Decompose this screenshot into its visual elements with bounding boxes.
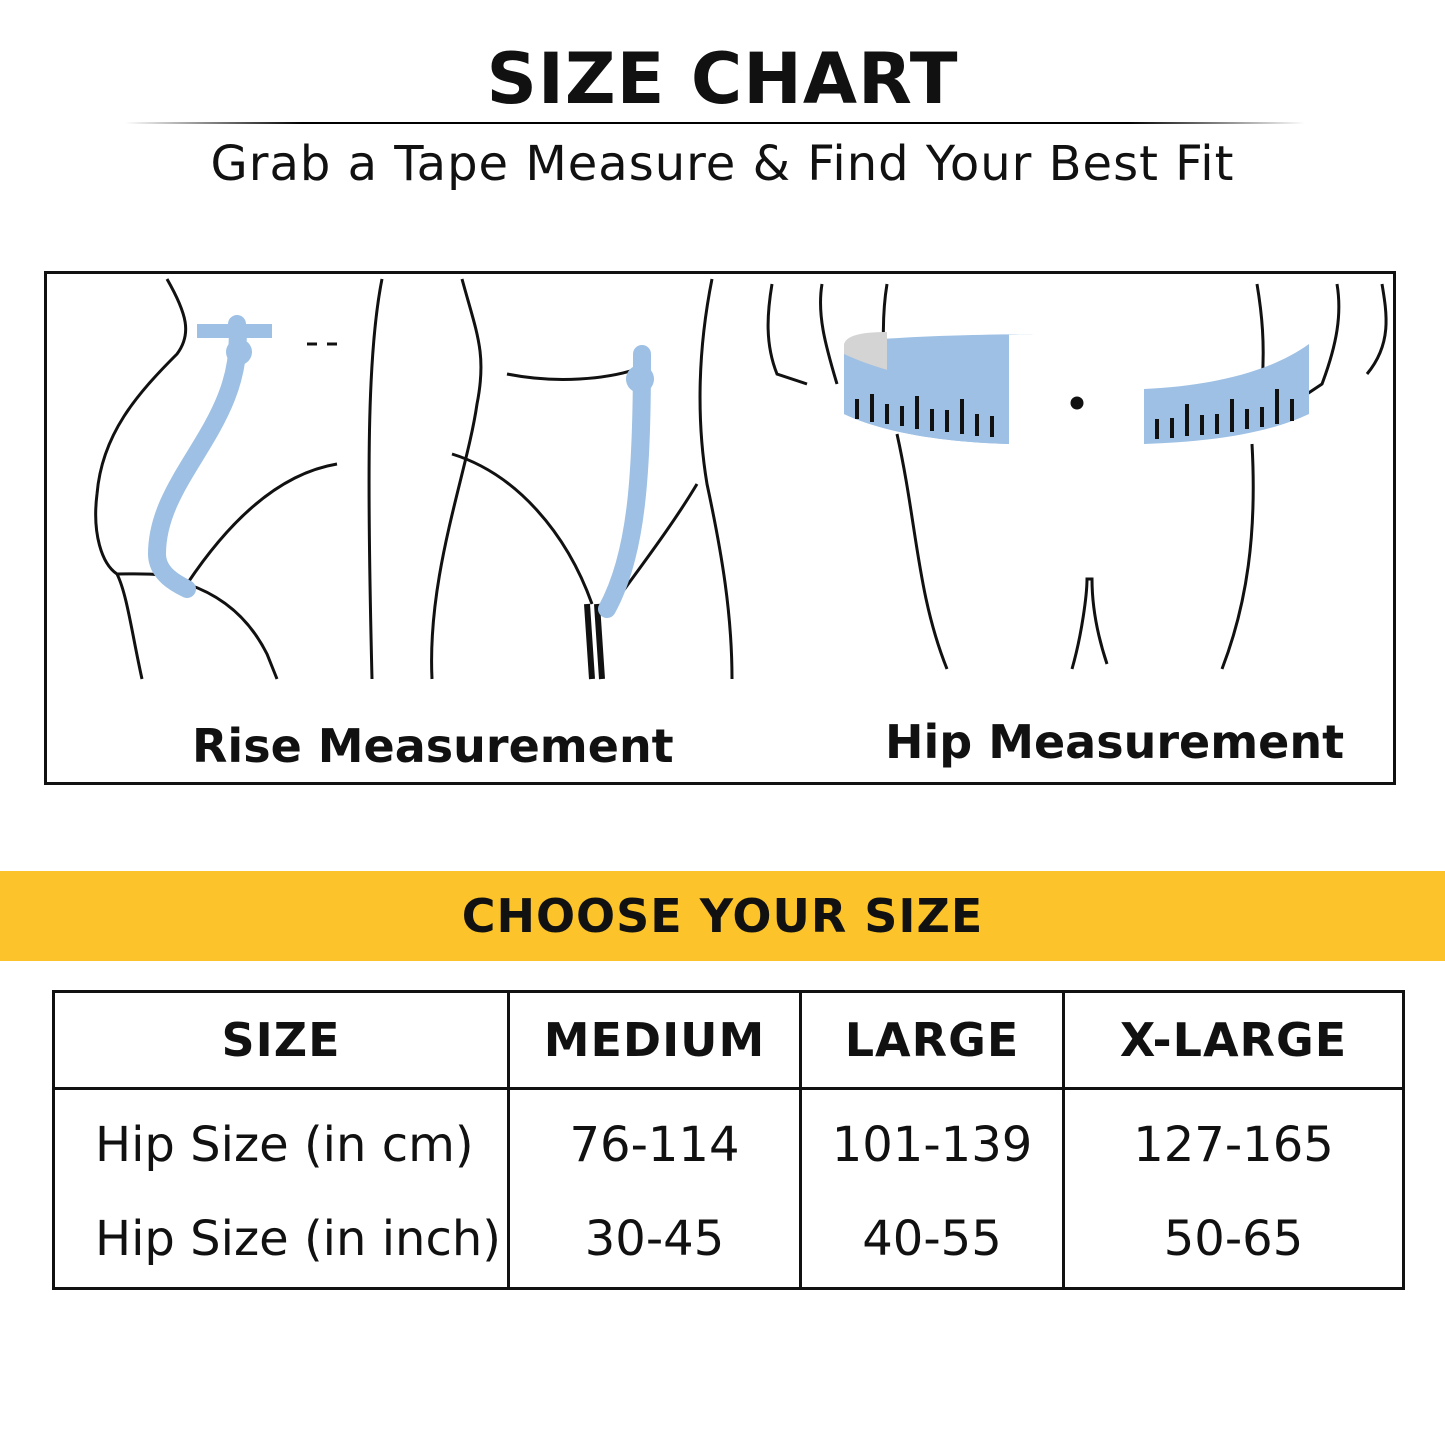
table-row: Hip Size (in cm) Hip Size (in inch) 76-1… bbox=[52, 1087, 1405, 1290]
large-values: 101-139 40-55 bbox=[799, 1087, 1065, 1290]
medium-inch: 30-45 bbox=[584, 1211, 725, 1267]
x-large-cm: 127-165 bbox=[1133, 1117, 1334, 1173]
medium-cm: 76-114 bbox=[569, 1117, 740, 1173]
banner-label: CHOOSE YOUR SIZE bbox=[461, 889, 984, 943]
row-label-inch: Hip Size (in inch) bbox=[95, 1211, 501, 1267]
tape-measure-icon bbox=[147, 315, 1309, 618]
rise-measurement-label: Rise Measurement bbox=[192, 719, 674, 773]
body-outline-icon bbox=[94, 278, 1388, 680]
large-cm: 101-139 bbox=[831, 1117, 1033, 1173]
large-inch: 40-55 bbox=[862, 1211, 1002, 1267]
choose-size-banner: CHOOSE YOUR SIZE bbox=[0, 871, 1445, 961]
title-divider bbox=[125, 122, 1305, 124]
header-size: SIZE bbox=[52, 990, 510, 1090]
header-x-large: X-LARGE bbox=[1062, 990, 1405, 1090]
page-subtitle: Grab a Tape Measure & Find Your Best Fit bbox=[210, 136, 1235, 192]
row-label-cm: Hip Size (in cm) bbox=[95, 1117, 474, 1173]
x-large-values: 127-165 50-65 bbox=[1062, 1087, 1405, 1290]
hip-measurement-label: Hip Measurement bbox=[885, 715, 1345, 769]
header-large: LARGE bbox=[799, 990, 1065, 1090]
row-labels: Hip Size (in cm) Hip Size (in inch) bbox=[52, 1087, 510, 1290]
page-title: SIZE CHART bbox=[486, 38, 959, 120]
x-large-inch: 50-65 bbox=[1163, 1211, 1304, 1267]
table-header-row: SIZE MEDIUM LARGE X-LARGE bbox=[52, 990, 1405, 1090]
measurement-illustration: Rise Measurement Hip Measurement bbox=[44, 271, 1396, 785]
size-table: SIZE MEDIUM LARGE X-LARGE Hip Size (in c… bbox=[52, 990, 1405, 1290]
medium-values: 76-114 30-45 bbox=[507, 1087, 802, 1290]
header-medium: MEDIUM bbox=[507, 990, 802, 1090]
